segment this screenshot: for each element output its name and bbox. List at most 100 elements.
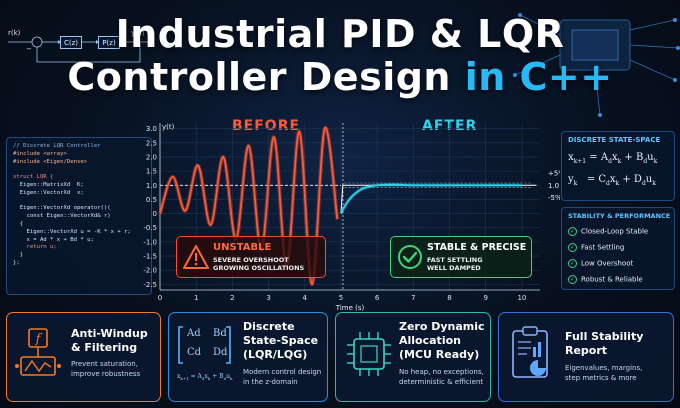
warning-icon [183,245,209,269]
after-label: AFTER [422,118,478,134]
state-equation: xk+1 = Adxk + Bduk [568,152,658,165]
card-subtitle: deterministic & efficient [399,378,484,386]
stable-line1: FAST SETTLING [427,256,483,264]
card-stability-report: Full Stability Report Eigenvalues, margi… [498,312,674,402]
stable-title: STABLE & PRECISE [427,242,527,253]
code-line: } [13,252,24,259]
block-diagram: r(k) − C(z) P(z) y(k) [0,0,160,80]
x-tick-label: 8 [447,294,451,302]
y-tick-label: 2.0 [146,153,157,161]
card-subtitle: improve robustness [71,370,141,378]
y-tick-label: 1.5 [146,168,157,176]
unstable-line1: SEVERE OVERSHOOT [213,256,289,264]
code-line: #include <Eigen/Dense> [13,158,88,165]
x-tick-label: 4 [303,294,308,302]
code-line: Eigen::VectorXd x; [13,189,84,196]
card-subtitle: Modern control design [243,368,322,376]
card-title: (LQR/LQG) [243,348,308,361]
bd-controller-block: C(z) [60,36,82,49]
y-axis-label: y(t) [162,123,175,131]
card-title: Report [565,344,608,357]
x-tick-label: 1 [194,294,198,302]
card-title: & Filtering [71,341,138,354]
y-tick-label: 0 [153,210,157,218]
y-tick-label: -0.5 [143,224,157,232]
check-icon: ✓ [568,275,577,284]
bd-sum-sign: − [26,45,32,53]
step-response-chart: 3.02.52.01.51.00.50-0.5-1.0-1.5-2.0-2.50… [143,123,560,312]
card-equation: xk+1 = Adxk + Bduk [177,373,233,382]
code-line: // Discrete LQR Controller [13,143,101,149]
card-title: Anti-Windup [71,327,148,340]
bd-plant-block: P(z) [98,36,120,49]
stability-item: ✓ Fast Settling [568,243,624,252]
code-line [13,166,145,174]
y-tick-label: -1.0 [143,238,157,246]
svg-text:f: f [35,332,43,347]
stability-item-label: Fast Settling [581,243,625,252]
tolerance-label: 1.0 [548,182,559,190]
after-series-line [340,183,522,214]
card-title: Allocation [399,334,461,347]
card-title: Discrete [243,320,295,333]
card-subtitle: No heap, no exceptions, [399,368,484,376]
code-line [13,198,145,206]
y-tick-label: -2.5 [143,281,157,289]
y-tick-label: -1.5 [143,253,157,261]
bd-input-label: r(k) [8,29,21,37]
code-line: return u; [13,244,57,251]
code-line: const Eigen::VectorXd& r) [13,213,111,220]
y-tick-label: 3.0 [146,125,157,133]
matrix-icon [178,326,231,364]
code-line: }; [13,259,20,266]
x-tick-label: 10 [517,294,526,302]
y-tick-label: 1.0 [146,182,157,190]
code-panel: // Discrete LQR Controller #include <arra… [6,137,152,295]
code-line: { [13,220,24,227]
output-equation: yk = Cdxk + Dduk [568,174,656,187]
card-title: Zero Dynamic [399,320,485,333]
code-line: Eigen::VectorXd operator()( [13,205,111,212]
x-tick-label: 7 [411,294,415,302]
matrix-entry: Cd [187,347,202,358]
f-function-icon: f [15,328,61,376]
matrix-entry: Ad [187,328,201,339]
stability-item: ✓ Low Overshoot [568,259,633,268]
stability-item-label: Low Overshoot [581,259,634,268]
before-label: BEFORE [232,118,301,134]
stability-panel: STABILITY & PERFORMANCE ✓ Closed-Loop Sta… [561,207,675,290]
x-tick-label: 0 [158,294,162,302]
matrix-entry: Bd [213,328,227,339]
state-space-title: DISCRETE STATE-SPACE [568,136,661,144]
stability-item-label: Closed-Loop Stable [581,227,649,236]
card-anti-windup: f Anti-Windup & Filtering Prevent satura… [6,312,161,402]
code-line: x = Ad * x + Bd * u; [13,236,94,243]
title-line-2-accent: in C++ [464,55,613,99]
check-icon: ✓ [568,243,577,252]
stability-item-label: Robust & Reliable [581,275,643,284]
card-title: Full Stability [565,330,644,343]
card-subtitle: Eigenvalues, margins, [565,364,643,372]
bd-output-label: y(k) [131,29,145,37]
x-tick-label: 6 [375,294,380,302]
circuit-decoration [513,13,680,117]
bd-wires [8,36,150,63]
title-line-2-main: Controller Design [67,55,465,99]
card-zero-allocation: Zero Dynamic Allocation (MCU Ready) No h… [335,312,491,402]
report-icon [512,326,548,378]
stability-title: STABILITY & PERFORMANCE [568,212,671,220]
code-line: struct LQR { [13,174,54,181]
card-title: (MCU Ready) [399,348,480,361]
x-tick-label: 2 [230,294,234,302]
code-line: Eigen::VectorXd u = -K * x + r; [13,228,131,235]
stability-item: ✓ Robust & Reliable [568,275,643,284]
unstable-line2: GROWING OSCILLATIONS [213,264,305,272]
stable-line2: WELL DAMPED [427,264,481,272]
y-tick-label: -2.0 [143,267,157,275]
card-subtitle: in the z-domain [243,378,298,386]
x-axis-label: Time (s) [335,304,365,312]
check-circle-icon [398,245,422,269]
card-title: State-Space [243,334,319,347]
check-icon: ✓ [568,259,577,268]
tolerance-label: +5% [548,170,560,178]
